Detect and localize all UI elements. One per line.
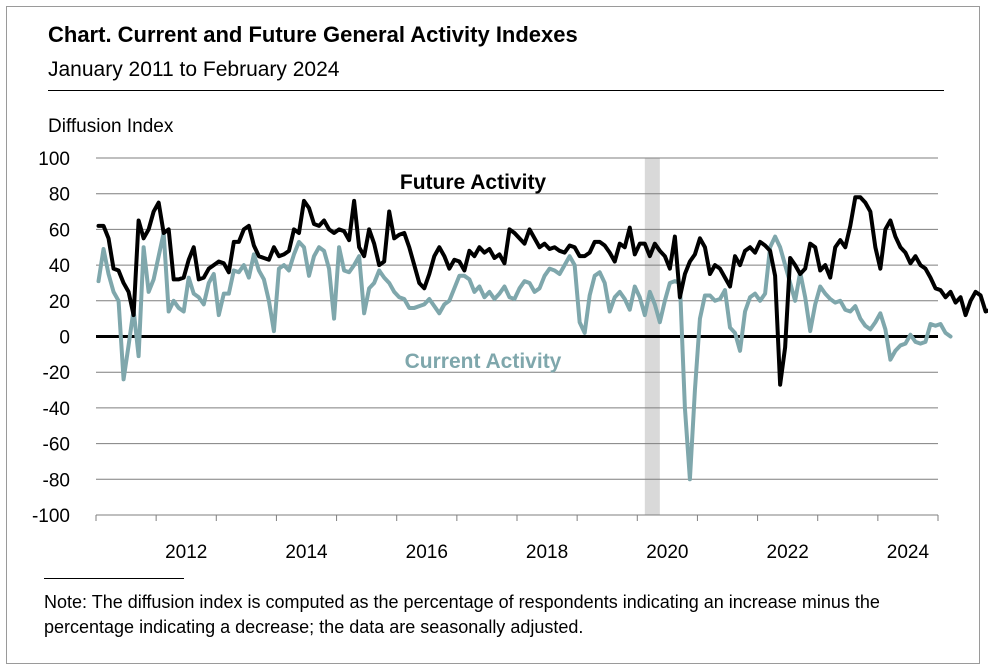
current-activity-line: [96, 230, 953, 482]
y-tick-label: 40: [49, 256, 70, 277]
y-tick-label: -40: [43, 399, 70, 420]
axes: 100 80 60 40 20 0 -20 -40 -60 -80 -100 2012 2014 2016…: [32, 149, 939, 563]
x-tick-label: 2024: [887, 542, 930, 563]
title-divider: [48, 90, 944, 91]
y-tick-label: 80: [49, 185, 70, 206]
x-tick-label: 2018: [526, 542, 568, 563]
series-lines: [96, 195, 988, 482]
x-tick-label: 2022: [767, 542, 809, 563]
labels: Future Activity Current Activity: [400, 171, 562, 373]
future-activity-line: [96, 195, 988, 387]
y-tick-label: 60: [49, 220, 70, 241]
x-tick-label: 2020: [646, 542, 688, 563]
chart-title: Chart. Current and Future General Activi…: [48, 22, 578, 47]
x-tick-label: 2016: [406, 542, 448, 563]
y-tick-label: 100: [38, 149, 70, 170]
x-tick-label: 2012: [165, 542, 207, 563]
y-tick-label: -100: [32, 506, 70, 527]
y-tick-label: -80: [43, 470, 70, 491]
y-tick-label: -20: [43, 363, 70, 384]
y-tick-label: 20: [49, 292, 70, 313]
y-tick-label: -60: [43, 435, 70, 456]
note-divider: [44, 578, 184, 579]
current-activity-label: Current Activity: [405, 350, 562, 373]
future-activity-label: Future Activity: [400, 171, 547, 194]
y-tick-label: 0: [59, 328, 70, 349]
chart-subtitle: January 2011 to February 2024: [48, 58, 340, 81]
y-axis-label: Diffusion Index: [48, 116, 174, 137]
footnote: Note: The diffusion index is computed as…: [44, 592, 880, 637]
x-tick-label: 2014: [285, 542, 328, 563]
